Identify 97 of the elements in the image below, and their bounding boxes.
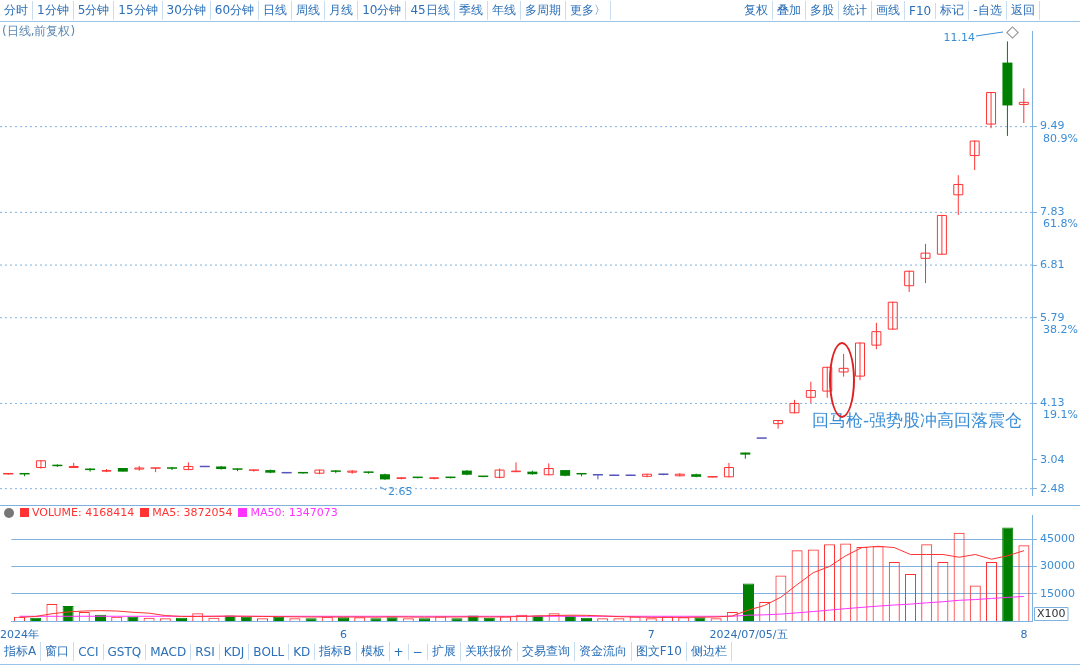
text: 1分钟	[33, 1, 74, 20]
text: 复权	[740, 1, 773, 20]
annotation: 11.14	[943, 30, 975, 44]
text: 30分钟	[162, 1, 211, 20]
candlestick	[969, 140, 980, 171]
y-tick-label: 30000	[1040, 559, 1075, 573]
candlestick	[1018, 87, 1029, 124]
text: F10	[905, 2, 937, 19]
text: MACD	[146, 643, 192, 660]
candlestick	[920, 243, 931, 284]
bar	[386, 617, 398, 621]
candlestick	[805, 381, 816, 404]
candlestick	[855, 342, 865, 381]
text: 交易查询	[517, 642, 575, 661]
annotation: 回马枪-强势股冲高回落震仓	[812, 410, 1023, 431]
annotation: 2.65	[388, 484, 413, 498]
text: 指标A	[0, 642, 42, 661]
text: 图文F10	[631, 642, 687, 661]
x-tick-label: 7	[647, 628, 655, 642]
text: 多周期	[520, 1, 566, 20]
bar	[175, 617, 188, 621]
text: 45日线	[406, 1, 455, 20]
text: −	[408, 643, 428, 660]
text: 叠加	[773, 1, 806, 20]
candlestick	[35, 459, 46, 470]
bar	[273, 616, 285, 621]
y-tick-label: 7.83	[1040, 205, 1065, 219]
y-tick-label: 9.49	[1040, 119, 1065, 133]
text: 10分钟	[358, 1, 407, 20]
text: KD	[289, 643, 316, 660]
text: 日线	[259, 1, 293, 20]
chart-title: (日线,前复权)	[2, 23, 76, 40]
y-axis-title: X100	[1037, 607, 1066, 621]
text: CCI	[74, 643, 104, 660]
text: 返回	[1006, 1, 1040, 20]
text: 分时	[0, 1, 33, 20]
text: 5分钟	[73, 1, 115, 20]
candlestick	[936, 214, 947, 256]
candlestick	[248, 469, 259, 473]
text: 60分钟	[210, 1, 260, 20]
text: GSTQ	[103, 643, 147, 660]
text: 季线	[454, 1, 488, 20]
text: 更多〉	[565, 1, 611, 20]
bar	[30, 617, 42, 621]
candlestick	[773, 419, 784, 430]
candlestick	[871, 322, 882, 350]
text: 15分钟	[114, 1, 163, 20]
text: 画线	[872, 1, 905, 20]
y-tick-label: 5.79	[1040, 310, 1065, 324]
candlestick	[953, 174, 964, 216]
text: -自选	[969, 1, 1007, 20]
text: BOLL	[249, 643, 290, 660]
legend-label: VOLUME: 4168414	[32, 506, 135, 519]
y-tick-label: 3.04	[1040, 452, 1065, 466]
text: 周线	[292, 1, 326, 20]
bar	[127, 616, 139, 621]
text: 窗口	[41, 642, 75, 661]
y-tick-label: 6.81	[1040, 257, 1065, 271]
text: KDJ	[219, 643, 250, 660]
bar	[483, 617, 495, 621]
text: 年线	[487, 1, 521, 20]
legend-label: MA50: 1347073	[250, 506, 338, 519]
candlestick	[904, 270, 915, 293]
candlestick	[986, 91, 997, 129]
text: 资金流向	[574, 642, 632, 661]
candlestick	[838, 353, 849, 378]
y2-tick-label: 80.9%	[1043, 131, 1078, 145]
y2-tick-label: 61.8%	[1043, 217, 1078, 231]
text: 指标B	[315, 642, 357, 661]
text: RSI	[191, 643, 220, 660]
text: 统计	[839, 1, 872, 20]
x-tick-label: 6	[340, 628, 347, 642]
y2-tick-label: 19.1%	[1043, 408, 1078, 422]
text: 扩展	[427, 642, 461, 661]
text: 月线	[325, 1, 359, 20]
x-tick-label: 2024/07/05/五	[709, 628, 788, 642]
bar	[742, 583, 755, 621]
y-tick-label: 15000	[1040, 586, 1075, 600]
text: 标记	[936, 1, 970, 20]
legend-label: MA5: 3872054	[152, 506, 233, 519]
bar	[1002, 527, 1014, 621]
y-tick-label: 2.48	[1040, 481, 1065, 495]
candlestick	[723, 462, 734, 478]
text: 多股	[806, 1, 839, 20]
bar	[240, 616, 252, 621]
y-tick-label: 45000	[1040, 532, 1075, 546]
bar	[580, 617, 593, 621]
text: +	[389, 643, 409, 660]
text: 关联报价	[460, 642, 518, 661]
y-tick-label: 4.13	[1040, 396, 1065, 410]
candlestick	[511, 461, 521, 473]
text: 模板	[356, 642, 390, 661]
text: 侧边栏	[686, 642, 732, 661]
x-tick-label: 8	[1020, 628, 1028, 642]
x-tick-label: 2024年	[0, 628, 39, 642]
y2-tick-label: 38.2%	[1043, 322, 1078, 336]
candlestick	[887, 301, 898, 331]
